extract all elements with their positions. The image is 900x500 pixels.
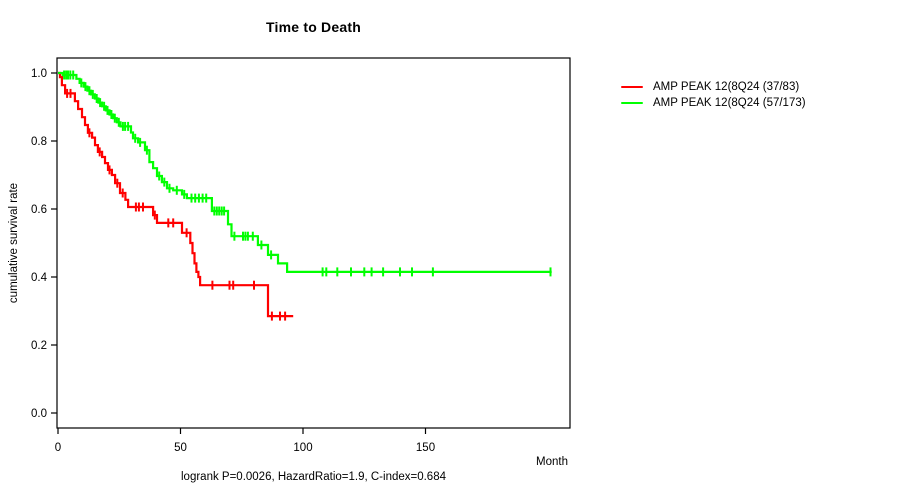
legend-label: AMP PEAK 12(8Q24 (57/173) bbox=[653, 97, 806, 109]
y-tick-label: 0.4 bbox=[31, 272, 48, 284]
x-axis-label: Month bbox=[536, 456, 568, 468]
legend: AMP PEAK 12(8Q24 (37/83) AMP PEAK 12(8Q2… bbox=[621, 79, 806, 111]
y-tick-label: 0.0 bbox=[31, 408, 47, 420]
y-tick-label: 0.6 bbox=[31, 204, 47, 216]
survival-curve-0 bbox=[58, 71, 294, 318]
survival-curve-1 bbox=[58, 71, 552, 273]
y-tick-label: 0.2 bbox=[31, 340, 47, 352]
y-axis-label: cumulative survival rate bbox=[8, 182, 20, 304]
x-tick-label: 50 bbox=[174, 442, 187, 454]
x-tick-label: 100 bbox=[293, 442, 312, 454]
legend-item: AMP PEAK 12(8Q24 (37/83) bbox=[621, 79, 806, 95]
legend-line-red-icon bbox=[621, 85, 643, 89]
legend-label: AMP PEAK 12(8Q24 (37/83) bbox=[653, 81, 800, 93]
x-tick-label: 0 bbox=[55, 442, 61, 454]
stats-annotation: logrank P=0.0026, HazardRatio=1.9, C-ind… bbox=[181, 471, 446, 483]
plot-box bbox=[56, 57, 571, 429]
x-tick-label: 150 bbox=[416, 442, 435, 454]
y-tick-label: 0.8 bbox=[31, 136, 47, 148]
legend-line-green-icon bbox=[621, 101, 643, 105]
chart-title: Time to Death bbox=[266, 19, 361, 35]
y-tick-label: 1.0 bbox=[31, 68, 47, 80]
legend-item: AMP PEAK 12(8Q24 (57/173) bbox=[621, 95, 806, 111]
